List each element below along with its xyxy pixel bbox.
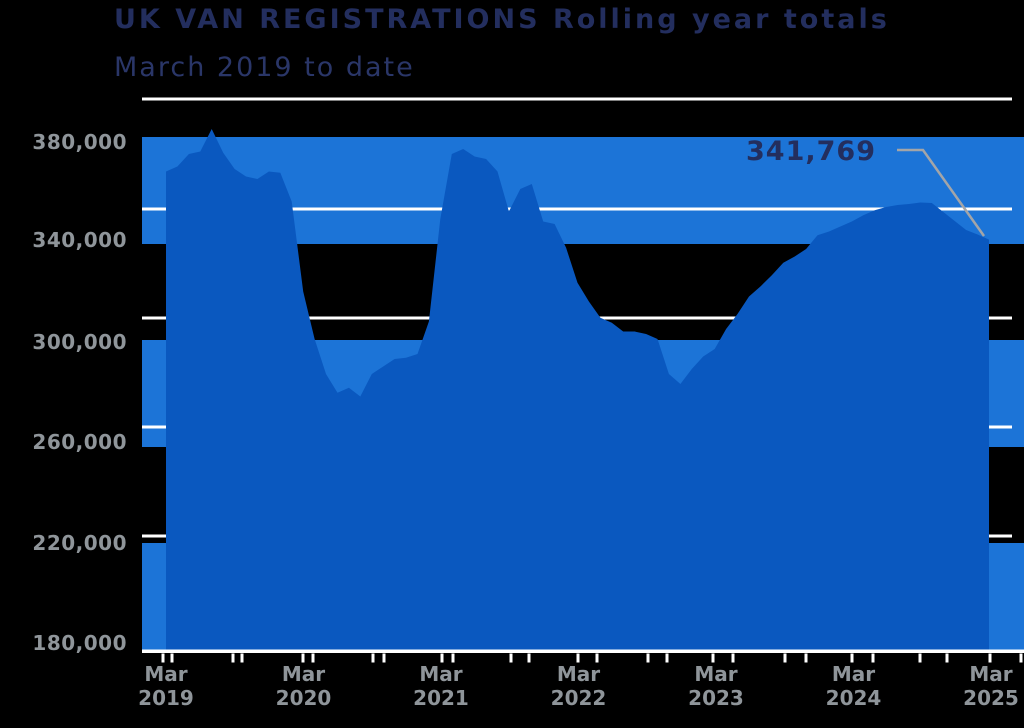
x-axis-tick xyxy=(371,653,375,663)
x-axis-tick xyxy=(665,653,669,663)
x-axis-tick xyxy=(231,653,235,663)
x-axis-tick xyxy=(595,653,599,663)
x-axis-tick xyxy=(850,653,854,663)
x-axis-tick xyxy=(161,653,165,663)
x-axis-label: Mar 2023 xyxy=(656,662,776,710)
gridline xyxy=(142,97,1012,101)
x-axis-label: Mar 2021 xyxy=(381,662,501,710)
x-axis-label: Mar 2025 xyxy=(931,662,1024,710)
x-axis-label-year: 2025 xyxy=(963,686,1019,710)
x-axis-tick xyxy=(527,653,531,663)
x-axis-tick xyxy=(240,653,244,663)
x-axis-tick xyxy=(711,653,715,663)
callout-line xyxy=(897,148,986,237)
x-axis-tick xyxy=(783,653,787,663)
x-axis-label-year: 2020 xyxy=(275,686,332,710)
latest-value-label: 341,769 xyxy=(746,136,876,167)
x-axis-tick xyxy=(988,653,992,663)
chart-subtitle: March 2019 to date xyxy=(114,52,415,83)
x-axis-label-month: Mar xyxy=(556,662,601,686)
x-axis-tick xyxy=(804,653,808,663)
x-axis-label-month: Mar xyxy=(419,662,463,686)
x-axis-label: Mar 2019 xyxy=(106,662,226,710)
x-axis-tick xyxy=(509,653,513,663)
x-axis-label-year: 2019 xyxy=(138,686,194,710)
x-axis-tick xyxy=(311,653,315,663)
x-axis-tick xyxy=(382,653,386,663)
y-axis-label: 180,000 xyxy=(32,631,127,655)
x-axis-tick xyxy=(451,653,455,663)
x-axis-label-year: 2024 xyxy=(825,686,882,710)
x-axis-tick xyxy=(440,653,444,663)
y-axis-label: 220,000 xyxy=(32,531,127,555)
x-axis-label: Mar 2024 xyxy=(794,662,914,710)
x-axis-tick xyxy=(1019,653,1023,663)
x-axis-label-month: Mar xyxy=(969,662,1013,686)
x-axis-label: Mar 2022 xyxy=(519,662,639,710)
y-axis-label: 340,000 xyxy=(32,228,127,252)
x-axis-label-year: 2021 xyxy=(413,686,469,710)
gridline xyxy=(142,207,1012,211)
y-axis-label: 300,000 xyxy=(32,330,127,354)
x-axis-label-year: 2023 xyxy=(688,686,744,710)
x-axis-tick xyxy=(871,653,875,663)
x-axis-label-month: Mar xyxy=(281,662,326,686)
x-axis-line xyxy=(142,649,1024,653)
y-axis-label: 380,000 xyxy=(32,130,127,154)
x-axis-tick xyxy=(170,653,174,663)
x-axis-label: Mar 2020 xyxy=(244,662,364,710)
x-axis-label-month: Mar xyxy=(144,662,188,686)
registrations-area-series xyxy=(166,129,989,650)
x-axis-tick xyxy=(646,653,650,663)
chart-title: UK VAN REGISTRATIONS Rolling year totals xyxy=(114,4,890,35)
x-axis-label-month: Mar xyxy=(694,662,738,686)
x-axis-tick xyxy=(918,653,922,663)
x-axis-tick xyxy=(576,653,580,663)
x-axis-tick xyxy=(731,653,735,663)
x-axis-tick xyxy=(945,653,949,663)
y-axis-label: 260,000 xyxy=(32,430,127,454)
x-axis-tick xyxy=(301,653,305,663)
x-axis-label-year: 2022 xyxy=(550,686,607,710)
x-axis-label-month: Mar xyxy=(831,662,876,686)
